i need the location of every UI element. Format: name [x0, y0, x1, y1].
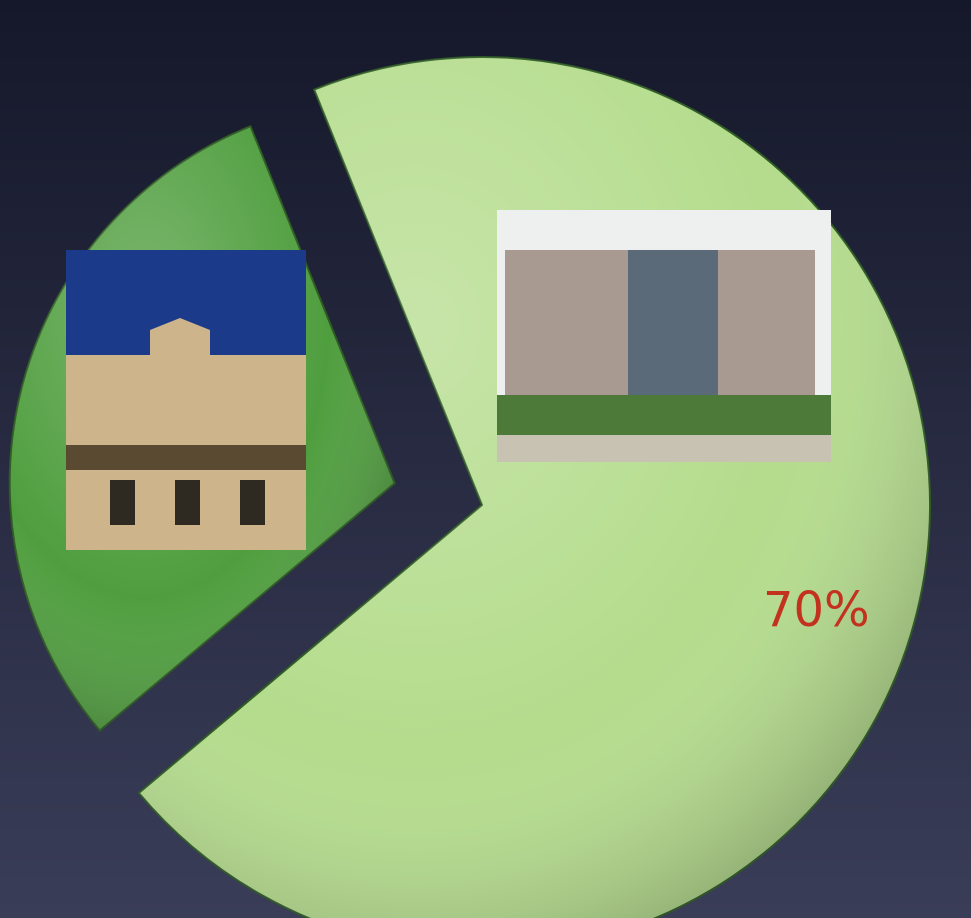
photo-glass	[628, 250, 718, 410]
data-label: 70%	[763, 582, 870, 638]
photo-path	[497, 435, 831, 462]
photo-window	[240, 480, 265, 525]
photo-left	[66, 250, 306, 550]
photo-trees	[497, 395, 831, 435]
photo-right	[497, 210, 831, 462]
photo-window	[110, 480, 135, 525]
photo-gable	[150, 318, 210, 355]
photo-balcony	[66, 445, 306, 470]
photo-window	[175, 480, 200, 525]
photos	[66, 210, 831, 550]
